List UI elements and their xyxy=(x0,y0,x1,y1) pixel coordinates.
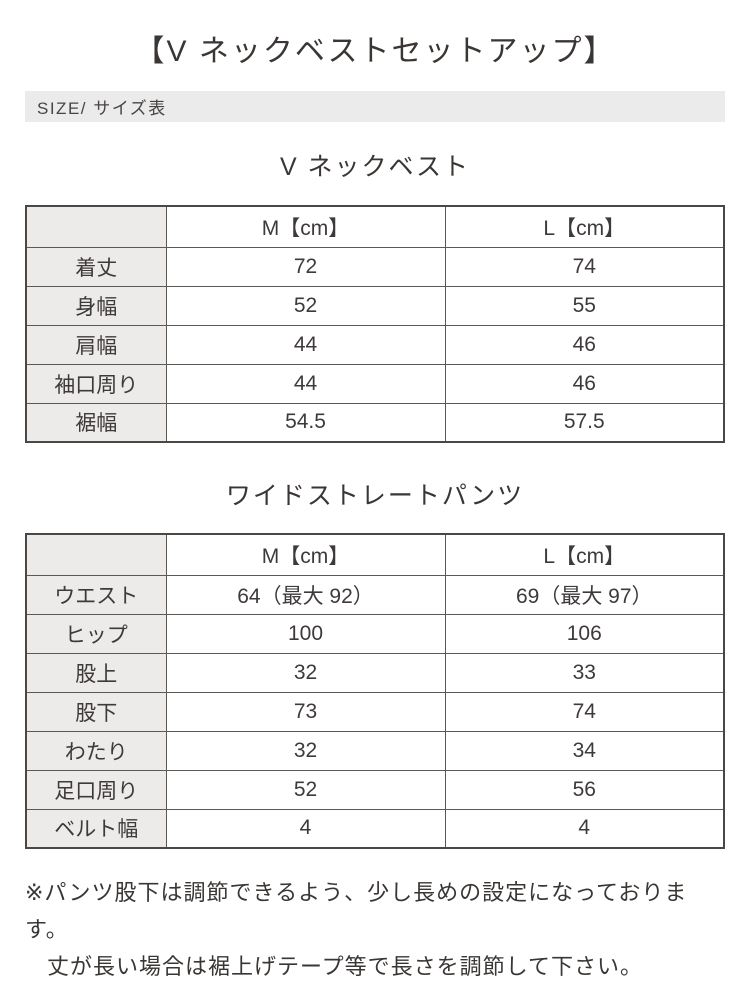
table-row: 裾幅 54.5 57.5 xyxy=(25,402,725,443)
value-m: 52 xyxy=(165,285,446,326)
value-m: 72 xyxy=(165,246,446,287)
table-row: ウエスト 64（最大 92） 69（最大 97） xyxy=(25,574,725,615)
table-header-row: M【cm】 L【cm】 xyxy=(25,533,725,576)
table-header-row: M【cm】 L【cm】 xyxy=(25,205,725,248)
table-row: 身幅 52 55 xyxy=(25,285,725,326)
table-row: ヒップ 100 106 xyxy=(25,613,725,654)
column-header-size-m: M【cm】 xyxy=(165,205,446,248)
value-l: 46 xyxy=(444,324,725,365)
value-l: 106 xyxy=(444,613,725,654)
pants-size-table: M【cm】 L【cm】 ウエスト 64（最大 92） 69（最大 97） ヒップ… xyxy=(25,533,725,849)
size-section-header: SIZE/ サイズ表 xyxy=(25,91,725,122)
vest-size-table: M【cm】 L【cm】 着丈 72 74 身幅 52 55 肩幅 44 46 袖… xyxy=(25,205,725,443)
value-l: 57.5 xyxy=(444,402,725,443)
table-row: 足口周り 52 56 xyxy=(25,769,725,810)
value-m: 64（最大 92） xyxy=(165,574,446,615)
value-l: 74 xyxy=(444,691,725,732)
value-m: 73 xyxy=(165,691,446,732)
measurement-label: 身幅 xyxy=(25,285,167,326)
table-row: 肩幅 44 46 xyxy=(25,324,725,365)
value-m: 4 xyxy=(165,808,446,849)
measurement-label: 着丈 xyxy=(25,246,167,287)
column-header-size-l: L【cm】 xyxy=(444,205,725,248)
value-m: 100 xyxy=(165,613,446,654)
measurement-label: 裾幅 xyxy=(25,402,167,443)
corner-cell xyxy=(25,533,167,576)
value-m: 44 xyxy=(165,324,446,365)
size-section-label: SIZE/ サイズ表 xyxy=(37,99,167,118)
measurement-label: 袖口周り xyxy=(25,363,167,404)
measurement-label: ヒップ xyxy=(25,613,167,654)
value-m: 52 xyxy=(165,769,446,810)
table-row: 袖口周り 44 46 xyxy=(25,363,725,404)
measurement-label: 肩幅 xyxy=(25,324,167,365)
vest-table-title: V ネックベスト xyxy=(279,153,471,181)
value-m: 54.5 xyxy=(165,402,446,443)
value-m: 32 xyxy=(165,652,446,693)
measurement-label: ベルト幅 xyxy=(25,808,167,849)
value-l: 33 xyxy=(444,652,725,693)
value-m: 44 xyxy=(165,363,446,404)
value-l: 69（最大 97） xyxy=(444,574,725,615)
table-row: 着丈 72 74 xyxy=(25,246,725,287)
column-header-size-m: M【cm】 xyxy=(165,533,446,576)
table-row: 股下 73 74 xyxy=(25,691,725,732)
main-content: SIZE/ サイズ表 V ネックベスト M【cm】 L【cm】 着丈 72 74… xyxy=(0,91,750,985)
table-row: 股上 32 33 xyxy=(25,652,725,693)
measurement-label: ウエスト xyxy=(25,574,167,615)
table-row: ベルト幅 4 4 xyxy=(25,808,725,849)
value-l: 46 xyxy=(444,363,725,404)
value-l: 56 xyxy=(444,769,725,810)
value-l: 55 xyxy=(444,285,725,326)
footnote: ※パンツ股下は調節できるよう、少し長めの設定になっております。 丈が長い場合は裾… xyxy=(25,874,725,985)
corner-cell xyxy=(25,205,167,248)
value-l: 34 xyxy=(444,730,725,771)
measurement-label: 股上 xyxy=(25,652,167,693)
measurement-label: 股下 xyxy=(25,691,167,732)
table-row: わたり 32 34 xyxy=(25,730,725,771)
value-m: 32 xyxy=(165,730,446,771)
column-header-size-l: L【cm】 xyxy=(444,533,725,576)
measurement-label: 足口周り xyxy=(25,769,167,810)
page-title: 【V ネックベストセットアップ】 xyxy=(134,35,616,68)
value-l: 4 xyxy=(444,808,725,849)
footnote-line-1: ※パンツ股下は調節できるよう、少し長めの設定になっております。 xyxy=(25,880,688,942)
pants-table-title: ワイドストレートパンツ xyxy=(225,482,525,510)
value-l: 74 xyxy=(444,246,725,287)
footnote-line-2: 丈が長い場合は裾上げテープ等で長さを調節して下さい。 xyxy=(47,954,644,979)
measurement-label: わたり xyxy=(25,730,167,771)
